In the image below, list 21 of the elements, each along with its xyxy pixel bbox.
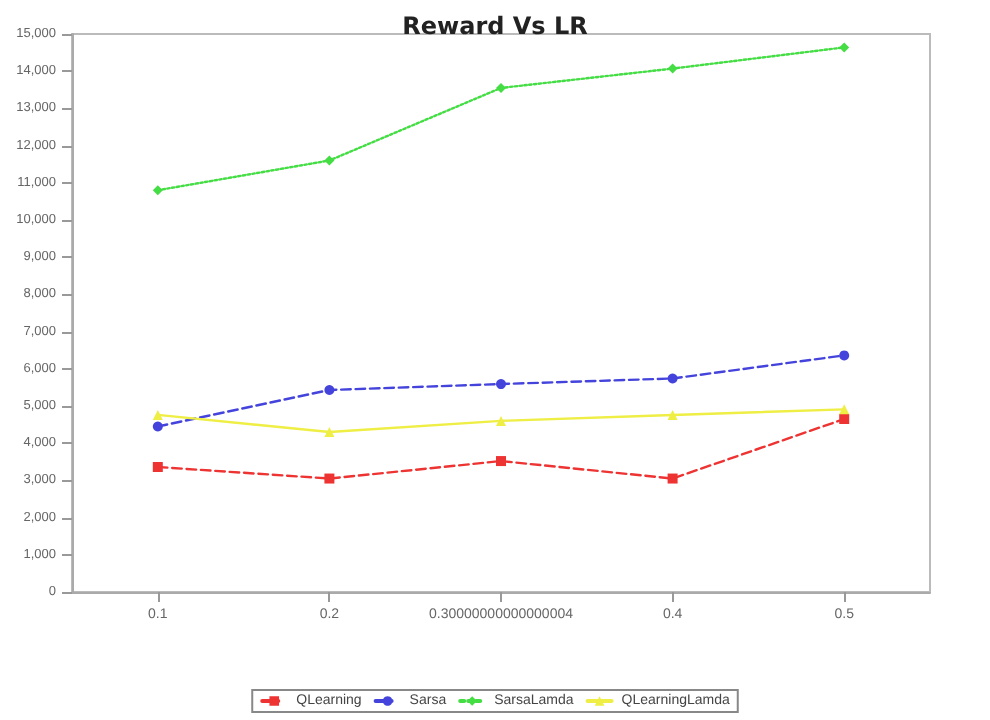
- point: [496, 415, 506, 426]
- point: [667, 373, 678, 384]
- point: [152, 421, 163, 432]
- point: [324, 473, 335, 484]
- point: [496, 456, 506, 467]
- point: [496, 379, 506, 390]
- point: [667, 409, 678, 420]
- point: [324, 385, 335, 395]
- point: [667, 473, 678, 484]
- point: [496, 82, 506, 93]
- point: [839, 350, 850, 361]
- point: [152, 185, 163, 196]
- point: [667, 63, 678, 74]
- chart-title: Reward Vs LR: [402, 12, 588, 40]
- point: [839, 42, 850, 53]
- point: [839, 404, 850, 415]
- point: [324, 427, 335, 438]
- point: [152, 462, 163, 473]
- point: [152, 409, 163, 420]
- point: [839, 414, 850, 425]
- point: [324, 155, 335, 166]
